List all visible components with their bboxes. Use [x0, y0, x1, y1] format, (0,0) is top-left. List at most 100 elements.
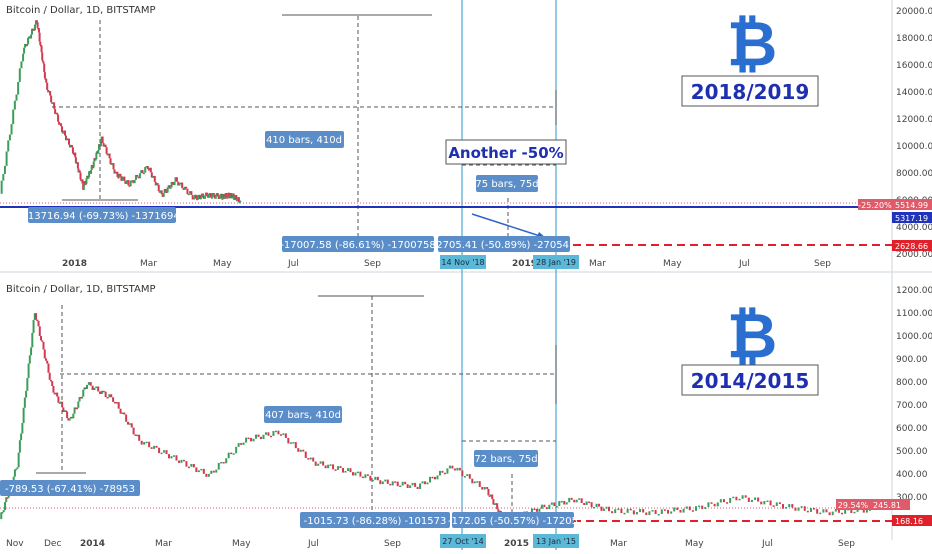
pane-1-y-tick: 8000.00: [896, 169, 932, 179]
price-candle: [722, 499, 725, 503]
price-candle: [31, 28, 34, 35]
pct-tag-1: -25.20%: [858, 201, 892, 210]
another-50-box: [445, 139, 567, 165]
price-candle: [491, 494, 494, 500]
bars-count-label-1: 410 bars, 410d: [266, 135, 342, 146]
price-tag: 245.81: [873, 501, 901, 510]
price-candle: [222, 461, 225, 464]
price-candle: [145, 441, 148, 444]
pane-1-range-lines: [62, 14, 557, 201]
price-candle: [710, 502, 713, 504]
price-candle: [744, 495, 747, 498]
price-candle: [67, 418, 70, 421]
price-candle: [71, 416, 74, 419]
price-candle: [785, 507, 788, 509]
price-candle: [476, 481, 479, 483]
price-candle: [339, 466, 342, 469]
pane-2-range-lines: [36, 295, 557, 474]
price-candle: [381, 481, 384, 485]
price-candle: [99, 391, 102, 394]
price-candle: [69, 416, 72, 419]
price-candle: [319, 461, 322, 464]
price-candle: [424, 481, 427, 485]
price-candle: [141, 170, 144, 174]
drop-label-6: -172.05 (-50.57%) -17205: [448, 516, 578, 527]
price-candle: [0, 180, 3, 194]
price-candle: [27, 363, 30, 379]
price-candle: [228, 192, 231, 197]
price-candle: [603, 508, 606, 511]
price-candle: [436, 475, 439, 480]
price-candle: [451, 465, 454, 469]
price-candle: [87, 382, 90, 385]
price-candle: [299, 449, 302, 452]
price-candle: [10, 124, 13, 135]
price-candle: [205, 192, 208, 197]
drop-label-4: -789.53 (-67.41%) -78953: [5, 484, 135, 495]
price-candle: [216, 193, 219, 197]
price-candle: [364, 474, 367, 478]
price-candle: [119, 408, 122, 414]
price-candle: [148, 441, 151, 448]
price-candle: [50, 95, 53, 103]
price-candle: [384, 479, 387, 482]
price-candle: [90, 165, 93, 170]
price-candle: [215, 469, 218, 473]
price-candle: [200, 468, 203, 471]
price-candle: [145, 166, 148, 168]
pane-1-x-tick: Jul: [738, 259, 750, 269]
price-candle: [431, 476, 434, 479]
pane-1-x-tick: Mar: [140, 259, 157, 269]
svg-text:₿: ₿: [727, 299, 778, 372]
price-candle: [443, 472, 446, 475]
price-candle: [98, 144, 100, 150]
price-candle: [289, 442, 292, 444]
pane-2-x-tick: Dec: [44, 539, 61, 549]
price-candle: [74, 407, 77, 409]
price-candle: [15, 94, 18, 101]
pane-1-title: Bitcoin / Dollar, 1D, BITSTAMP: [6, 5, 156, 16]
price-candle: [49, 90, 52, 96]
price-candle: [468, 474, 471, 479]
price-candle: [550, 502, 553, 505]
price-candle: [578, 498, 581, 500]
price-candle: [61, 126, 64, 133]
price-candle: [169, 187, 172, 189]
price-candle: [214, 196, 217, 199]
price-candle: [588, 501, 591, 504]
price-candle: [39, 41, 42, 46]
price-candle: [738, 498, 741, 501]
price-candle: [401, 481, 404, 486]
price-candle: [327, 464, 330, 469]
price-candle: [396, 481, 399, 487]
price-candle: [60, 123, 63, 127]
price-candle: [242, 442, 245, 445]
price-candle: [262, 434, 265, 440]
price-candle: [57, 396, 60, 403]
price-candle: [33, 24, 36, 31]
price-candle: [386, 479, 389, 484]
drop-label-1: -13716.94 (-69.73%) -1371694: [24, 211, 179, 222]
price-candle: [568, 497, 571, 503]
price-candle: [90, 169, 93, 174]
price-candle: [307, 458, 310, 460]
price-candle: [193, 197, 196, 200]
pane-1-x-tick: 2019: [512, 259, 537, 269]
price-candle: [494, 503, 497, 505]
price-candle: [760, 501, 763, 505]
price-candle: [21, 423, 24, 434]
price-candle: [130, 423, 133, 428]
price-candle: [62, 132, 65, 134]
price-candle: [129, 180, 132, 187]
price-candle: [570, 497, 573, 500]
price-candle: [30, 347, 33, 356]
pane-2-x-axis: Nov Dec 2014 Mar May Jul Sep 2015 Mar Ma…: [6, 539, 855, 549]
price-candle: [170, 456, 173, 459]
price-candle: [23, 397, 26, 408]
price-candle: [210, 470, 213, 474]
price-candle: [110, 394, 113, 398]
date-tag-2: 28 Jan '19: [536, 258, 576, 267]
price-candle: [34, 20, 37, 25]
price-candle: [187, 466, 190, 469]
price-candle: [140, 170, 143, 174]
